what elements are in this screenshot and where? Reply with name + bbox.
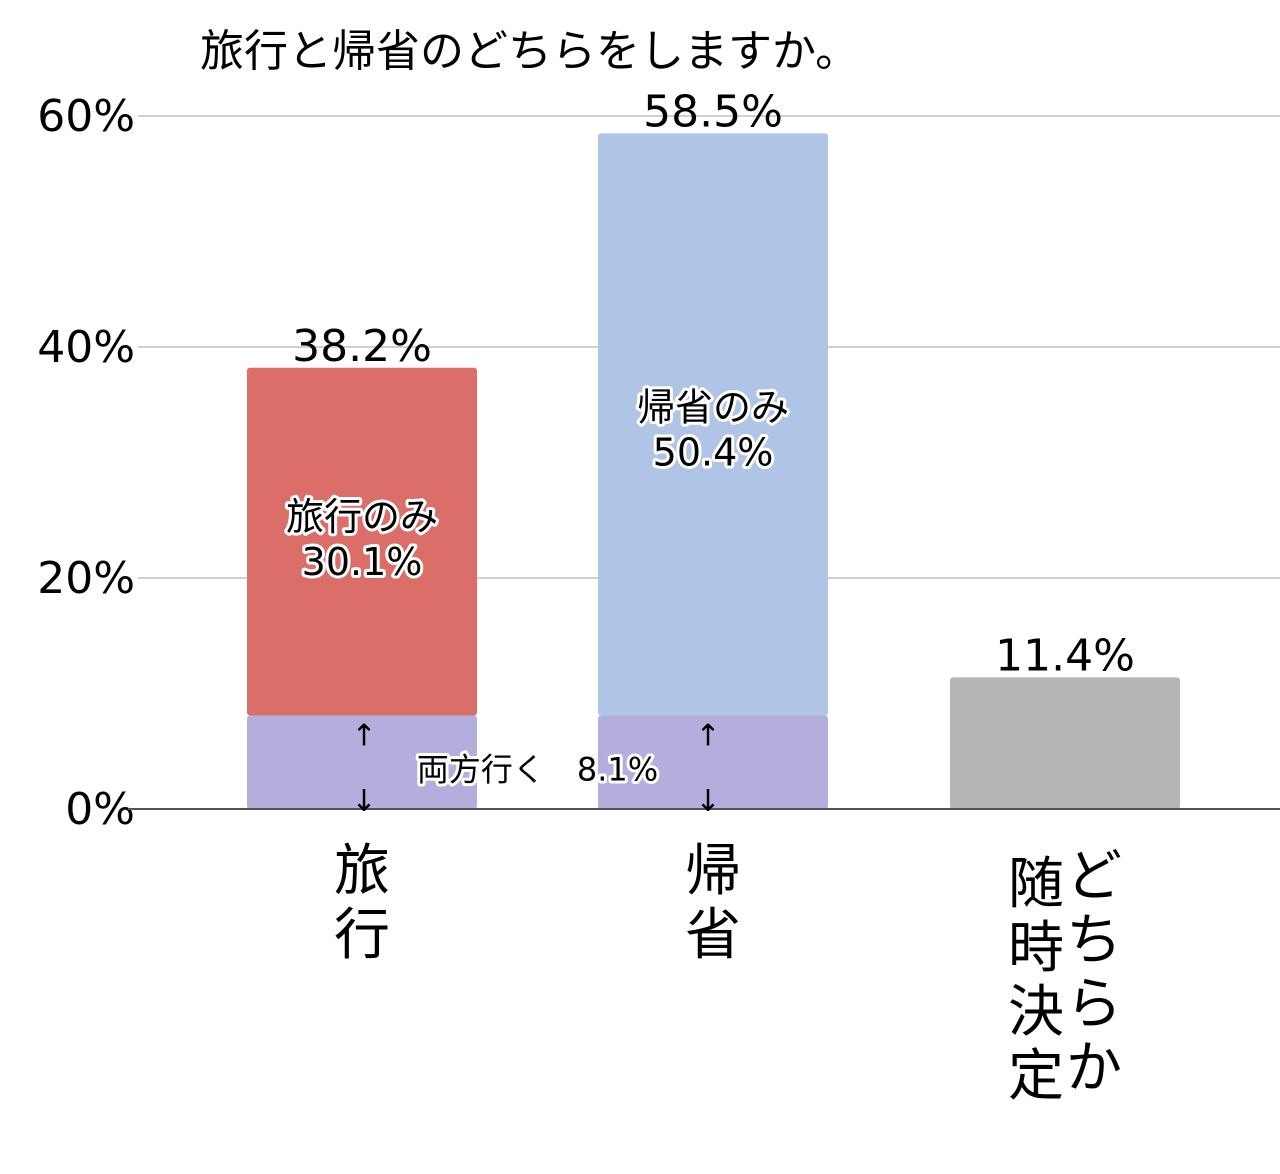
bar-segment bbox=[950, 677, 1180, 809]
arrow-up-icon: ↑ bbox=[351, 718, 376, 753]
y-axis: 0% 20% 40% 60% bbox=[37, 91, 135, 835]
segment-label: 50.4% bbox=[653, 430, 774, 474]
bar-segment bbox=[247, 367, 477, 716]
y-tick-label: 0% bbox=[65, 784, 135, 835]
total-label: 58.5% bbox=[643, 86, 783, 137]
category-label-char: か bbox=[1066, 1036, 1122, 1101]
category-label-char: 決 bbox=[1008, 980, 1064, 1045]
chart-title: 旅行と帰省のどちらをしますか。 bbox=[200, 26, 859, 77]
segment-label: 帰省のみ bbox=[637, 385, 789, 429]
both-annotation: 両方行く 8.1% bbox=[417, 750, 658, 788]
bar-segment bbox=[247, 715, 477, 809]
annotations: ↑ ↓ ↑ ↓ 両方行く 8.1% bbox=[351, 718, 720, 819]
y-tick-label: 40% bbox=[37, 322, 135, 373]
total-label: 11.4% bbox=[995, 630, 1135, 681]
arrow-up-icon: ↑ bbox=[695, 718, 720, 753]
y-tick-label: 20% bbox=[37, 553, 135, 604]
segment-label: 30.1% bbox=[302, 540, 423, 584]
category-label-char: 旅 bbox=[334, 839, 390, 904]
segment-label: 旅行のみ bbox=[286, 495, 438, 539]
category-label-char: ら bbox=[1066, 972, 1122, 1037]
category-label-char: 省 bbox=[685, 903, 741, 968]
category-label-char: 随 bbox=[1008, 852, 1064, 917]
arrow-down-icon: ↓ bbox=[695, 784, 720, 819]
bar-segment bbox=[598, 715, 828, 809]
category-label-char: 帰 bbox=[685, 839, 741, 904]
category-label-char: 定 bbox=[1008, 1044, 1064, 1109]
category-label-char: 時 bbox=[1008, 916, 1064, 981]
y-tick-label: 60% bbox=[37, 91, 135, 142]
category-label-char: 行 bbox=[334, 903, 390, 968]
category-label-char: ど bbox=[1066, 844, 1122, 909]
arrow-down-icon: ↓ bbox=[351, 784, 376, 819]
total-label: 38.2% bbox=[292, 321, 432, 372]
category-label-char: ち bbox=[1066, 908, 1122, 973]
bar-segment bbox=[598, 133, 828, 716]
